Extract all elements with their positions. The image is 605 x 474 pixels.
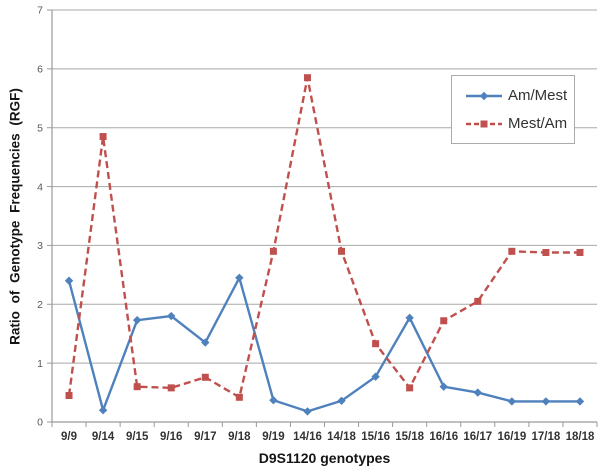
y-tick-label: 4	[37, 181, 43, 193]
data-point	[474, 297, 482, 305]
data-point	[542, 248, 550, 256]
legend-entry-am-mest: Am/Mest	[466, 87, 574, 104]
data-point	[439, 382, 448, 391]
data-point	[269, 247, 277, 255]
data-point	[98, 406, 108, 415]
x-tick-label: 9/19	[262, 431, 284, 443]
x-tick-label: 9/9	[61, 431, 77, 443]
legend-sample-marker	[480, 120, 488, 127]
data-point	[372, 340, 380, 348]
data-point	[473, 388, 482, 397]
data-point	[338, 247, 346, 255]
data-point	[99, 133, 107, 141]
data-point	[406, 384, 414, 392]
data-point	[64, 276, 74, 285]
data-point	[508, 247, 516, 255]
data-point	[167, 384, 175, 392]
x-tick-label: 16/17	[463, 431, 492, 443]
x-tick-label: 16/16	[429, 431, 458, 443]
data-point	[337, 396, 346, 406]
data-point	[201, 338, 210, 347]
y-tick-label: 0	[37, 417, 43, 429]
data-point	[133, 383, 141, 391]
y-tick-label: 3	[37, 240, 43, 252]
legend-label: Am/Mest	[508, 87, 568, 104]
x-axis-title: D9S1120 genotypes	[258, 450, 391, 466]
data-point	[405, 313, 414, 323]
legend-line-sample-dashed	[466, 120, 502, 127]
x-tick-label: 14/18	[327, 431, 356, 443]
x-tick-label: 9/14	[92, 431, 115, 443]
data-point	[303, 74, 311, 82]
y-tick-label: 5	[37, 122, 43, 134]
y-tick-label: 6	[37, 64, 43, 76]
data-point	[269, 396, 278, 405]
data-point	[507, 397, 517, 406]
y-tick-label: 1	[37, 358, 43, 370]
x-tick-label: 17/18	[532, 431, 561, 443]
data-point	[235, 393, 243, 401]
data-point	[132, 315, 142, 325]
legend-entry-mest-am: Mest/Am	[466, 115, 574, 132]
x-tick-label: 9/18	[228, 431, 251, 443]
data-point	[440, 317, 448, 325]
legend-label: Mest/Am	[508, 115, 568, 132]
data-point	[303, 407, 312, 416]
data-point	[235, 273, 244, 282]
data-point	[65, 392, 73, 400]
data-point	[575, 397, 585, 406]
series-line-mest-am	[67, 77, 580, 400]
data-point	[371, 372, 380, 381]
x-tick-label: 16/19	[497, 431, 526, 443]
y-tick-label: 7	[37, 5, 43, 17]
data-point	[576, 248, 584, 256]
y-tick-label: 2	[37, 299, 43, 311]
x-tick-label: 14/16	[293, 431, 322, 443]
x-tick-label: 18/18	[566, 431, 595, 443]
legend-sample-marker	[479, 91, 489, 100]
legend-line-sample-solid	[466, 91, 502, 100]
x-tick-label: 15/16	[361, 431, 390, 443]
data-point	[201, 373, 209, 381]
x-tick-label: 15/18	[395, 431, 424, 443]
legend: Am/Mest Mest/Am	[451, 75, 575, 144]
x-tick-label: 9/15	[126, 431, 149, 443]
x-tick-label: 9/16	[160, 431, 182, 443]
x-tick-label: 9/17	[194, 431, 216, 443]
data-point	[541, 397, 551, 406]
data-point	[167, 311, 176, 321]
series-line-am-mest	[67, 274, 580, 415]
